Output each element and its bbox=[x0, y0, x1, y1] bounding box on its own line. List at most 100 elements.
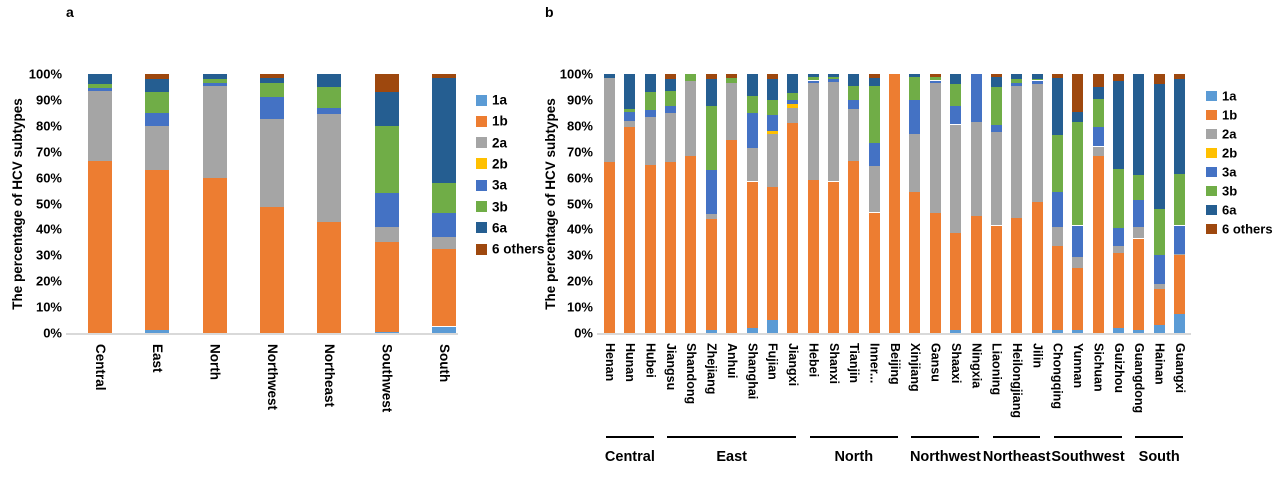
bar-segment bbox=[145, 330, 170, 333]
legend-swatch bbox=[1206, 166, 1217, 178]
bar-segment bbox=[868, 85, 880, 143]
bar-segment bbox=[624, 74, 636, 109]
x-axis-label: North bbox=[207, 344, 223, 380]
y-axis-tick-label: 40% bbox=[566, 221, 593, 237]
panel-b-letter: b bbox=[545, 4, 554, 20]
x-axis-label: Heilongjiang bbox=[1009, 343, 1024, 418]
bar-segment bbox=[950, 233, 962, 331]
bar-segment bbox=[1051, 77, 1063, 135]
bar-segment bbox=[1051, 74, 1063, 78]
y-axis-tick-label: 30% bbox=[35, 247, 62, 263]
x-axis-label: Shandong bbox=[684, 343, 699, 405]
bar-segment bbox=[1113, 252, 1124, 328]
bar-segment bbox=[828, 181, 839, 333]
bar-segment bbox=[202, 74, 227, 80]
bar-segment bbox=[145, 169, 170, 331]
bar-segment bbox=[990, 124, 1002, 133]
y-axis-tick-label: 0% bbox=[574, 325, 593, 341]
bar-segment bbox=[665, 112, 677, 163]
bar-segment bbox=[88, 160, 112, 333]
group-underline bbox=[1053, 436, 1122, 438]
bar-segment bbox=[868, 77, 880, 86]
group-underline bbox=[809, 436, 898, 438]
bar-segment bbox=[432, 237, 456, 249]
bar-segment bbox=[746, 74, 758, 96]
x-axis-label: Sichuan bbox=[1091, 343, 1106, 392]
bar-segment bbox=[1174, 313, 1186, 333]
bar-segment bbox=[848, 99, 860, 109]
bar-segment bbox=[766, 115, 778, 131]
group-label: East bbox=[716, 449, 748, 465]
x-axis-label: Northeast bbox=[322, 344, 338, 408]
legend-swatch bbox=[476, 94, 487, 106]
x-axis-label: Zhejiang bbox=[704, 343, 719, 395]
bar-segment bbox=[202, 177, 227, 333]
y-axis-tick-label: 90% bbox=[35, 92, 62, 108]
group-label: North bbox=[834, 449, 874, 465]
legend-swatch bbox=[476, 201, 487, 212]
bar-segment bbox=[766, 79, 778, 100]
bar-segment bbox=[665, 74, 677, 80]
y-axis-tick-label: 70% bbox=[35, 144, 62, 160]
y-axis-tick-label: 80% bbox=[35, 118, 62, 134]
bar-segment bbox=[1153, 325, 1165, 333]
bar-segment bbox=[1051, 330, 1063, 333]
bar-segment bbox=[766, 133, 778, 187]
bar-segment bbox=[685, 74, 697, 81]
bar-segment bbox=[787, 74, 799, 94]
bar-segment bbox=[1153, 255, 1165, 284]
bar-segment bbox=[624, 120, 636, 128]
legend-label: 2b bbox=[492, 156, 508, 172]
bar-segment bbox=[1031, 74, 1043, 80]
y-axis-tick-label: 90% bbox=[566, 92, 593, 108]
bar-segment bbox=[705, 106, 717, 170]
bar-segment bbox=[746, 181, 758, 328]
bar-segment bbox=[604, 74, 615, 78]
bar-segment bbox=[1133, 199, 1145, 227]
bar-segment bbox=[624, 109, 636, 112]
bar-segment bbox=[929, 212, 941, 333]
x-axis-label: Shanxi bbox=[826, 343, 841, 384]
bar-segment bbox=[317, 87, 342, 108]
group-label: Northeast bbox=[982, 449, 1051, 465]
y-axis-tick-label: 20% bbox=[35, 273, 62, 289]
legend-label: 6a bbox=[1222, 202, 1237, 218]
bar-segment bbox=[1072, 74, 1084, 112]
bar-segment bbox=[787, 93, 799, 100]
bar-segment bbox=[787, 107, 799, 124]
bar-segment bbox=[950, 106, 962, 125]
bar-segment bbox=[202, 79, 227, 84]
legend-label: 2a bbox=[1222, 126, 1237, 142]
bar-segment bbox=[1072, 268, 1084, 331]
bar-segment bbox=[705, 219, 717, 331]
bar-segment bbox=[432, 74, 456, 78]
x-axis-label: Xinjiang bbox=[908, 343, 923, 392]
bar-segment bbox=[624, 127, 636, 333]
bar-segment bbox=[665, 106, 677, 113]
bar-segment bbox=[1174, 74, 1186, 80]
bar-segment bbox=[909, 74, 921, 77]
y-axis-tick-label: 100% bbox=[559, 66, 593, 82]
bar-segment bbox=[432, 212, 456, 238]
bar-segment bbox=[1051, 246, 1063, 331]
bar-segment bbox=[909, 99, 921, 134]
x-axis-label: Shanghai bbox=[745, 343, 760, 400]
legend-label: 6 others bbox=[492, 241, 545, 257]
bar-segment bbox=[145, 112, 170, 126]
legend-swatch bbox=[1206, 109, 1217, 121]
bar-segment bbox=[746, 327, 758, 333]
bar-segment bbox=[990, 87, 1002, 125]
y-axis-tick-label: 60% bbox=[566, 170, 593, 186]
y-axis-tick-label: 10% bbox=[566, 299, 593, 315]
legend-swatch bbox=[476, 179, 487, 191]
bar-segment bbox=[604, 77, 615, 163]
x-axis-line bbox=[66, 333, 458, 335]
bar-segment bbox=[970, 121, 982, 217]
x-axis-label: Southwest bbox=[379, 344, 395, 413]
bar-segment bbox=[1072, 330, 1084, 333]
legend-swatch bbox=[1206, 90, 1217, 102]
x-axis-label: Hubei bbox=[643, 343, 658, 378]
bar-segment bbox=[1113, 168, 1124, 229]
bar-segment bbox=[1011, 85, 1023, 218]
